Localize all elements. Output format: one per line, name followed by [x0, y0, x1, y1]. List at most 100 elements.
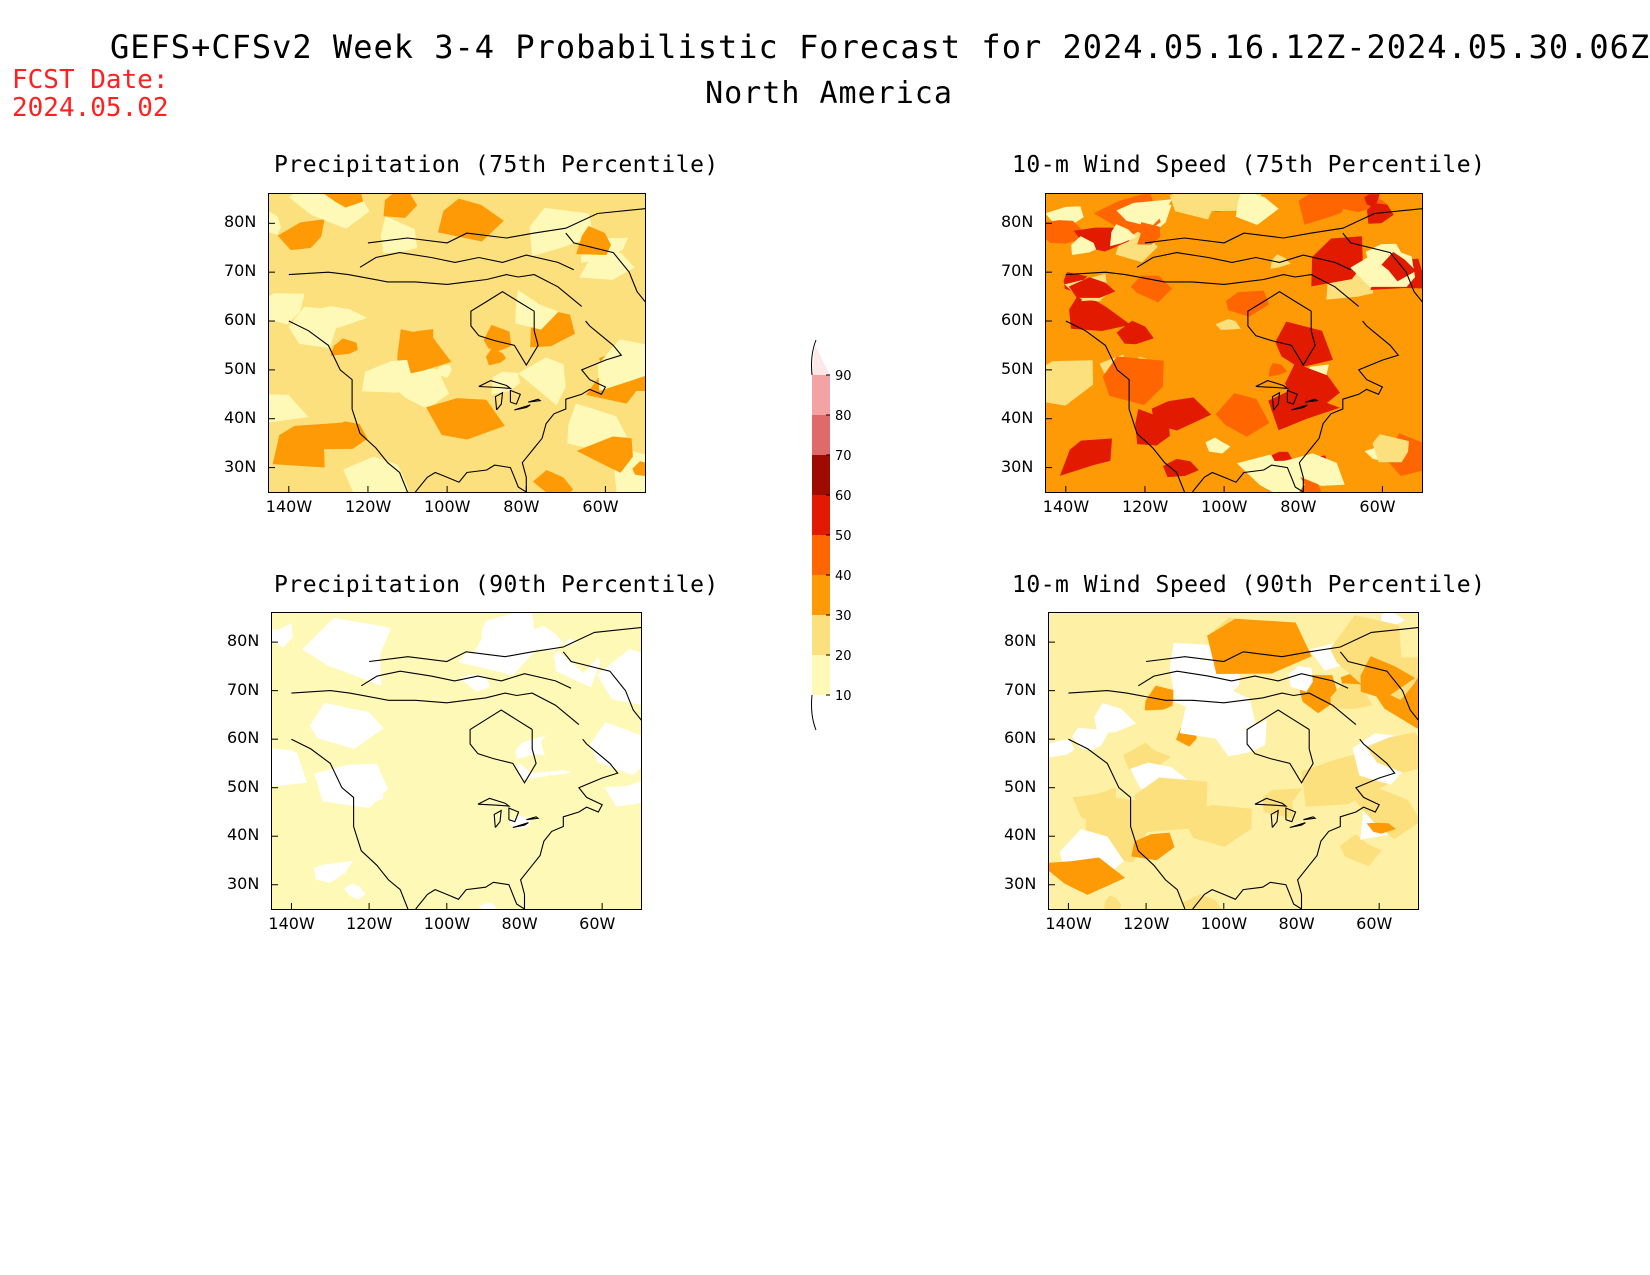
coastline [1339, 651, 1418, 721]
probability-patch [324, 194, 364, 208]
coastline [291, 690, 580, 726]
coastline [369, 627, 641, 663]
coastline [359, 252, 575, 271]
latitude-label: 70N [227, 679, 260, 699]
probability-patch [1366, 822, 1396, 834]
probability-patch [269, 394, 309, 423]
probability-patch [1130, 275, 1172, 303]
colorbar-label: 70 [835, 449, 852, 464]
probability-patch [1360, 656, 1416, 699]
latitude-label: 40N [1001, 407, 1034, 427]
probability-patch [485, 348, 507, 366]
probability-patch [1046, 360, 1094, 406]
probability-patch [269, 293, 305, 325]
forecast-date-value: 2024.05.02 [12, 93, 169, 123]
latitude-label: 30N [227, 873, 260, 893]
colorbar-swatch [812, 415, 830, 455]
longitude-label: 120W [1123, 914, 1170, 933]
latitude-label: 80N [227, 631, 260, 651]
coastline [565, 232, 645, 303]
probability-patch [1275, 321, 1333, 368]
colorbar-label: 10 [835, 689, 852, 704]
probability-patch [1163, 458, 1199, 478]
probability-patch [632, 461, 645, 476]
map-frame [271, 612, 642, 910]
coastline [1305, 398, 1319, 403]
latitude-label: 40N [227, 825, 260, 845]
colorbar-swatch [812, 495, 830, 535]
latitude-label: 70N [224, 261, 257, 281]
coastline [1068, 738, 1186, 909]
map-frame [268, 193, 646, 493]
probability-patch [554, 640, 600, 674]
coastline [1303, 816, 1317, 821]
probability-patch [1282, 453, 1345, 486]
forecast-date-label: FCST Date: [12, 65, 169, 95]
longitude-label: 140W [1045, 914, 1092, 933]
probability-patch [458, 613, 538, 676]
coastline [469, 709, 537, 784]
longitude-label: 100W [423, 914, 471, 933]
probability-patch [491, 371, 521, 395]
longitude-label: 80W [1280, 497, 1317, 516]
latitude-label: 70N [1004, 679, 1037, 699]
probability-patch [272, 623, 293, 648]
colorbar-swatch [812, 655, 830, 695]
latitude-label: 30N [1004, 873, 1037, 893]
colorbar-swatch [812, 535, 830, 575]
probability-patch [1288, 665, 1313, 692]
probability-patch [474, 864, 552, 909]
probability-patch [399, 329, 434, 347]
probability-patch [515, 289, 559, 330]
probability-patch [1049, 857, 1126, 895]
latitude-label: 40N [1004, 825, 1037, 845]
probability-patch [1179, 682, 1256, 740]
panel-title: 10-m Wind Speed (75th Percentile) [1012, 152, 1486, 178]
panel-title: Precipitation (90th Percentile) [274, 572, 719, 598]
probability-patch [1116, 199, 1173, 227]
probability-patch [1311, 236, 1363, 287]
probability-patch [1116, 320, 1154, 345]
probability-patch [1094, 703, 1136, 733]
coastline [1298, 320, 1400, 492]
longitude-label: 60W [1359, 497, 1396, 516]
probability-patch [1268, 390, 1340, 431]
probability-patch [426, 398, 505, 440]
probability-patch [383, 194, 418, 218]
colorbar-label: 20 [835, 649, 852, 664]
colorbar-label: 60 [835, 489, 852, 504]
coastline [1289, 822, 1306, 829]
probability-patch [1355, 785, 1418, 840]
coastline [1136, 252, 1352, 271]
probability-patch [401, 836, 465, 875]
longitude-label: 140W [1042, 497, 1090, 516]
probability-patch [529, 207, 594, 257]
coastline [526, 816, 540, 821]
latitude-label: 50N [1004, 776, 1037, 796]
coastline [562, 651, 641, 721]
coastline [291, 738, 409, 909]
coastline [1285, 807, 1297, 823]
coastline [1146, 627, 1418, 663]
probability-patch [1169, 194, 1214, 220]
probability-patch [397, 659, 452, 702]
latitude-label: 80N [224, 212, 257, 232]
coastline [361, 670, 572, 689]
probability-patch [1339, 834, 1382, 867]
colorbar-swatch [812, 615, 830, 655]
probability-patch [515, 754, 568, 774]
longitude-label: 80W [503, 497, 540, 516]
coastline [509, 389, 522, 405]
latitude-label: 40N [224, 407, 257, 427]
probability-patch [452, 830, 528, 862]
probability-patch [1144, 685, 1174, 711]
probability-patch [343, 883, 366, 900]
coastline [288, 320, 409, 492]
latitude-label: 60N [227, 728, 260, 748]
figure-title: GEFS+CFSv2 Week 3-4 Probabilistic Foreca… [110, 28, 1650, 66]
probability-patch [483, 324, 512, 352]
probability-patch [621, 804, 641, 822]
probability-patch [597, 339, 645, 391]
probability-patch [1285, 363, 1340, 406]
probability-patch [1102, 356, 1164, 405]
